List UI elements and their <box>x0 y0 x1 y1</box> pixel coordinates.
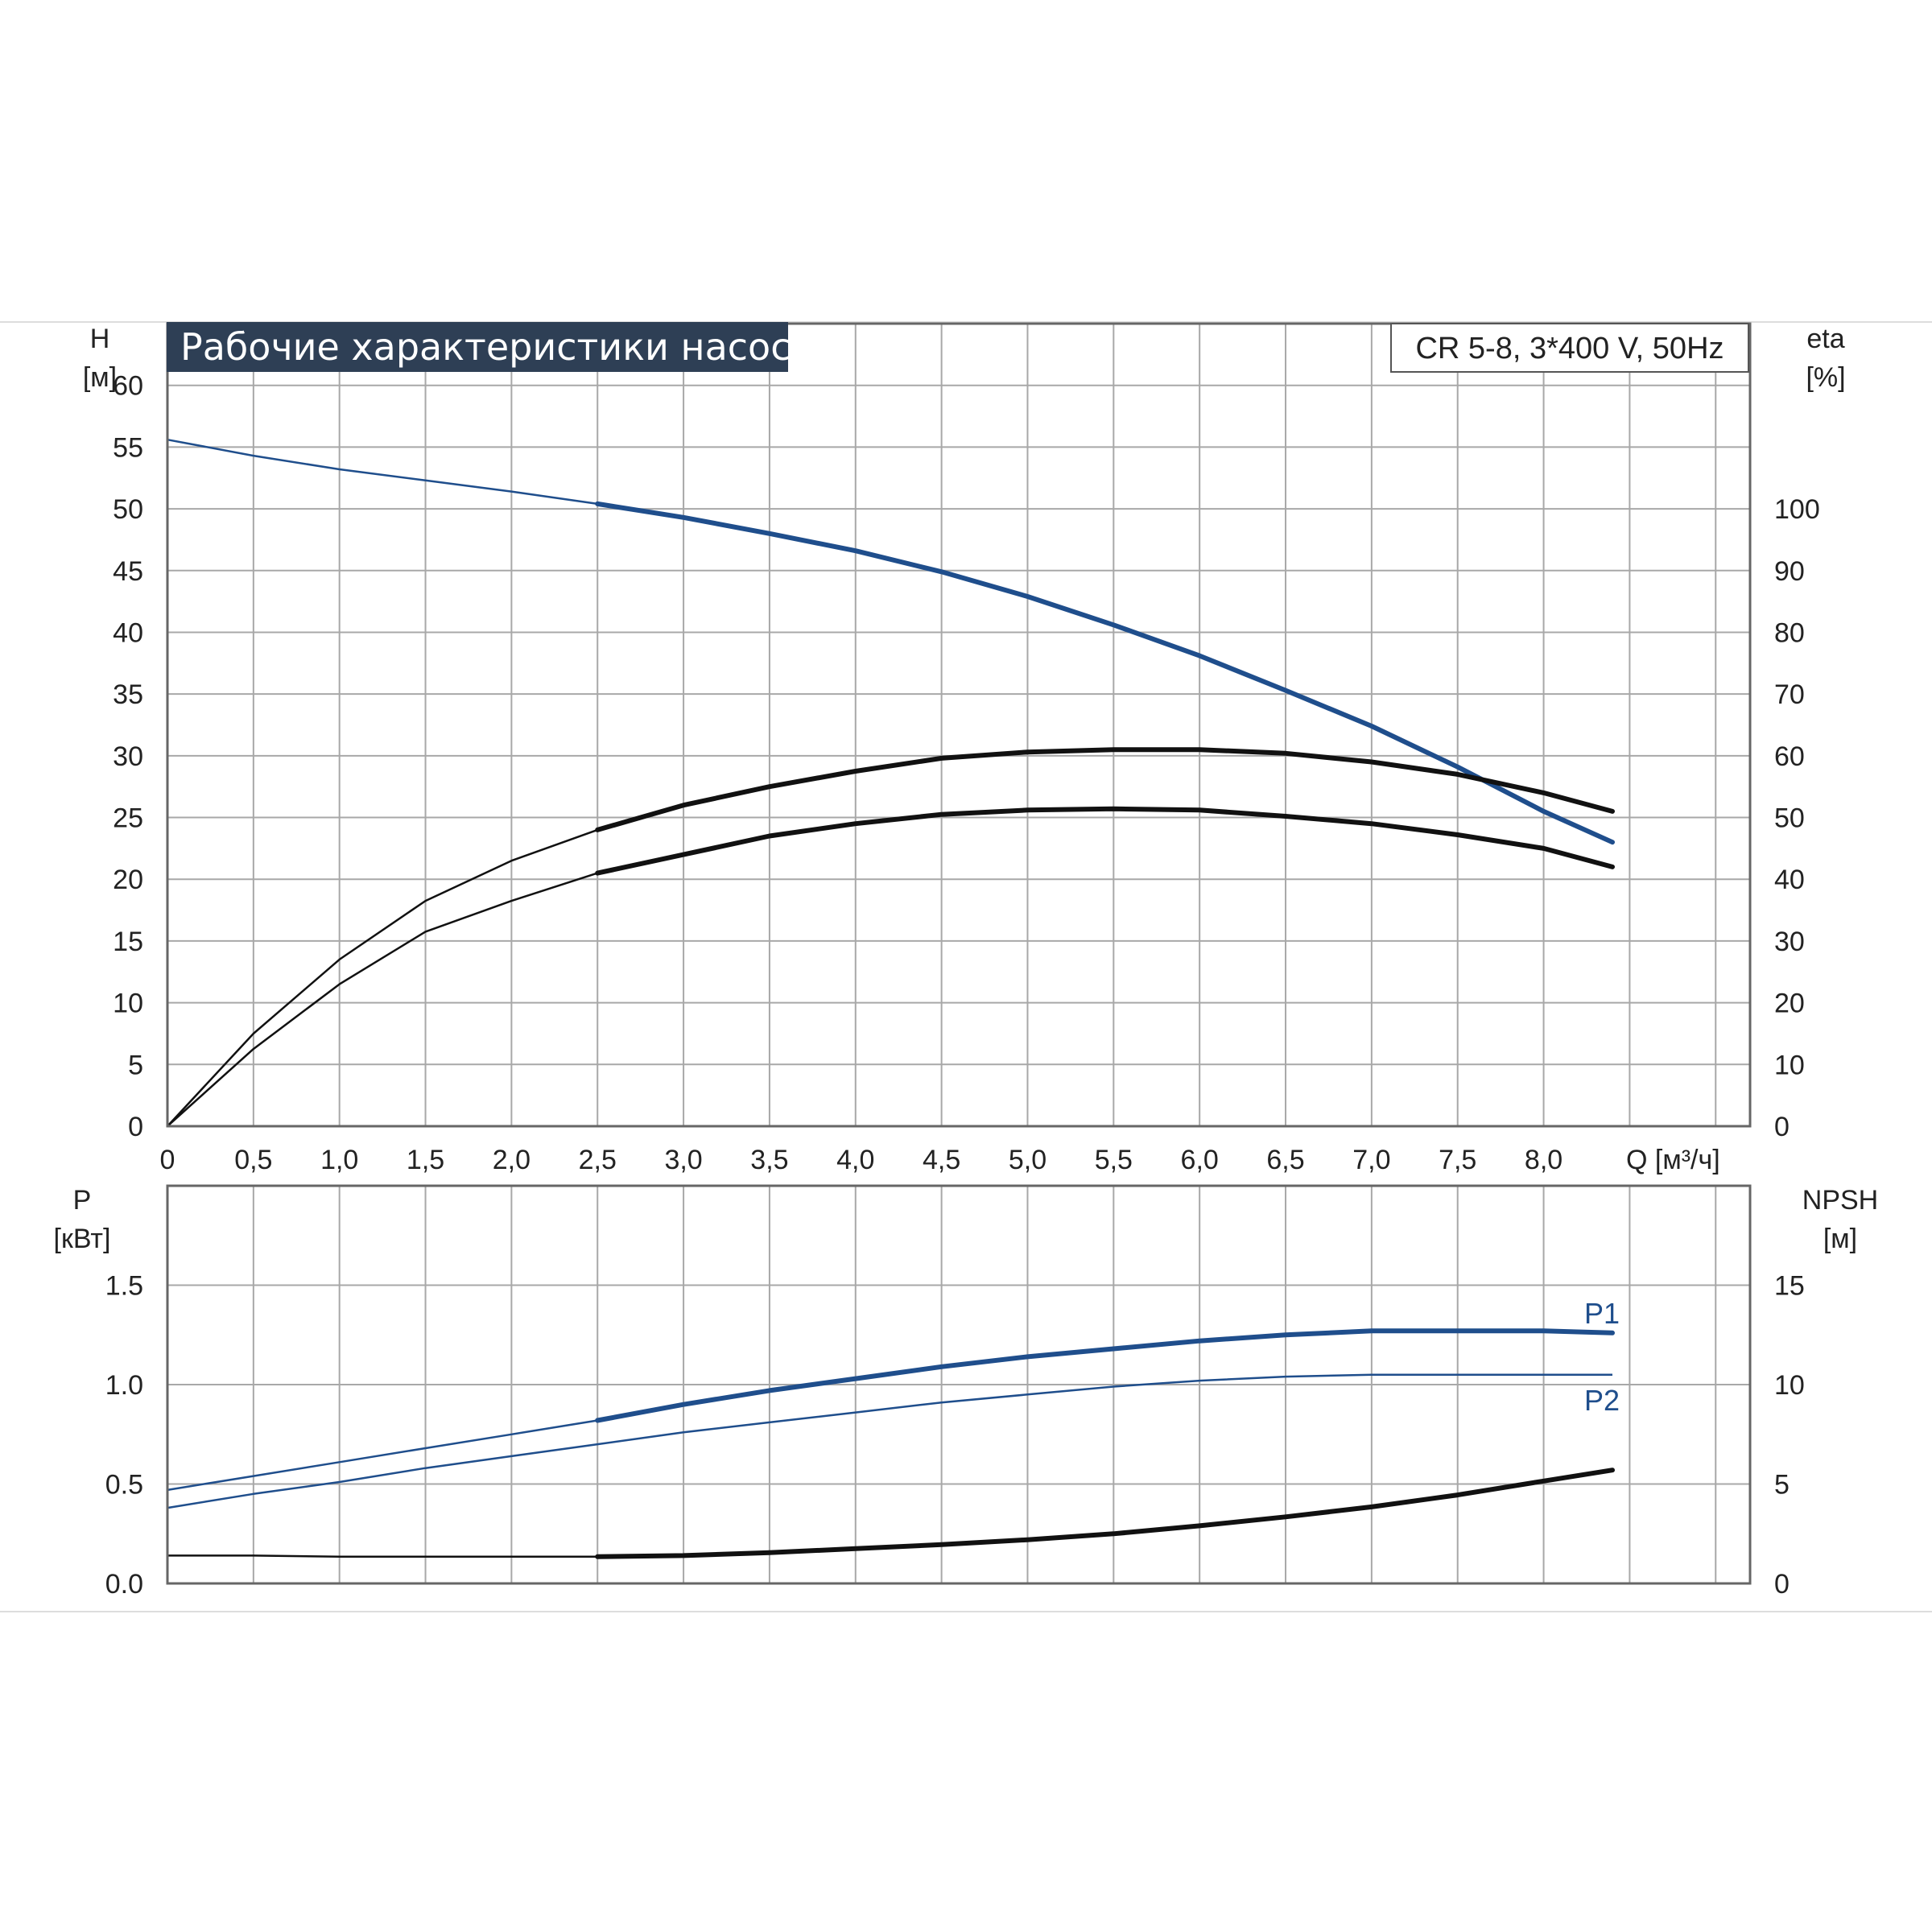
curve-H-thin <box>167 438 1613 844</box>
left-tick-label: 55 <box>113 432 143 463</box>
top-right-tick-labels: 0 10 20 30 40 50 60 70 80 90 100 <box>1774 494 1820 1142</box>
x-tick-label: 0,5 <box>234 1145 272 1175</box>
x-tick-label: 4,0 <box>836 1145 874 1175</box>
left-tick-label: 25 <box>113 803 143 834</box>
left-axis-label-unit: [м] <box>83 362 117 393</box>
curve-P2-thin <box>167 1373 1612 1509</box>
right-tick-label: 10 <box>1774 1050 1805 1080</box>
curve-P1-thin <box>167 1330 1613 1492</box>
x-axis-label: Q [м³/ч] <box>1626 1145 1720 1175</box>
npsh-axis-label-unit: [м] <box>1823 1224 1857 1254</box>
bottom-curves <box>167 1328 1615 1559</box>
left-tick-label: 50 <box>113 494 143 525</box>
curve-eta_b-operating <box>595 806 1615 876</box>
left-tick-label: 1.5 <box>105 1271 143 1302</box>
left-tick-label: 20 <box>113 865 143 895</box>
left-tick-label: 0 <box>128 1112 143 1142</box>
left-tick-label: 30 <box>113 741 143 772</box>
x-tick-label: 0 <box>160 1145 175 1175</box>
top-grid <box>167 324 1750 1126</box>
bottom-grid <box>167 1186 1750 1583</box>
chart-title: Рабочие характеристики насоса <box>180 325 814 369</box>
left-tick-label: 10 <box>113 989 143 1019</box>
x-tick-label: 3,5 <box>750 1145 788 1175</box>
x-tick-label: 6,0 <box>1181 1145 1219 1175</box>
x-tick-label: 2,0 <box>493 1145 530 1175</box>
right-tick-label: 20 <box>1774 989 1805 1019</box>
model-box <box>1390 323 1749 373</box>
x-tick-label: 1,5 <box>407 1145 444 1175</box>
top-left-tick-labels: 0 5 10 15 20 25 30 35 40 45 50 55 60 <box>113 371 143 1142</box>
left-tick-label: 5 <box>128 1050 143 1080</box>
right-tick-label: 0 <box>1774 1112 1790 1142</box>
left-tick-label: 1.0 <box>105 1370 143 1401</box>
left-tick-label: 45 <box>113 556 143 587</box>
right-tick-label: 10 <box>1774 1370 1805 1401</box>
right-axis-label-symbol: eta <box>1806 324 1844 354</box>
right-tick-label: 40 <box>1774 865 1805 895</box>
left-tick-label: 15 <box>113 927 143 957</box>
curve-H-operating <box>595 501 1615 845</box>
right-axis-label-unit: [%] <box>1806 362 1845 393</box>
x-tick-labels: 0 0,5 1,0 1,5 2,0 2,5 3,0 3,5 4,0 4,5 5,0 5,5 6,0 6,5… <box>160 1145 1563 1175</box>
p-axis-label-symbol: P <box>73 1185 92 1216</box>
p1-curve-label: P1 <box>1584 1297 1620 1330</box>
x-tick-label: 8,0 <box>1525 1145 1563 1175</box>
right-tick-label: 5 <box>1774 1470 1790 1501</box>
x-tick-label: 6,5 <box>1266 1145 1304 1175</box>
curve-NPSH-operating <box>595 1468 1615 1559</box>
curve-P1-operating <box>595 1328 1615 1423</box>
bottom-right-tick-labels: 0 5 10 15 <box>1774 1271 1805 1600</box>
bottom-left-tick-labels: 0.0 0.5 1.0 1.5 <box>105 1271 143 1600</box>
right-tick-label: 100 <box>1774 494 1820 525</box>
right-tick-label: 70 <box>1774 679 1805 710</box>
right-tick-label: 80 <box>1774 617 1805 648</box>
x-tick-label: 4,5 <box>923 1145 960 1175</box>
x-tick-label: 1,0 <box>320 1145 358 1175</box>
p-axis-label-unit: [кВт] <box>54 1224 111 1254</box>
model-label: CR 5-8, 3*400 V, 50Hz <box>1415 332 1724 365</box>
x-tick-label: 5,0 <box>1009 1145 1046 1175</box>
left-tick-label: 35 <box>113 679 143 710</box>
curve-NPSH-thin <box>167 1468 1613 1558</box>
title-banner <box>167 322 788 372</box>
right-tick-label: 90 <box>1774 556 1805 587</box>
x-tick-label: 3,0 <box>664 1145 702 1175</box>
left-axis-label-symbol: H <box>90 324 110 354</box>
curve-eta_a-operating <box>595 747 1615 832</box>
left-tick-label: 60 <box>113 371 143 402</box>
left-tick-label: 0.0 <box>105 1569 143 1600</box>
p2-curve-label: P2 <box>1584 1384 1620 1417</box>
left-tick-label: 0.5 <box>105 1470 143 1501</box>
curve-eta_a-thin <box>167 748 1613 1127</box>
x-tick-label: 7,0 <box>1352 1145 1390 1175</box>
right-tick-label: 15 <box>1774 1271 1805 1302</box>
top-plot-frame <box>166 322 1752 1128</box>
right-tick-label: 30 <box>1774 927 1805 957</box>
right-tick-label: 0 <box>1774 1569 1790 1600</box>
head-efficiency-chart: 0 5 10 15 20 25 30 35 40 45 50 55 60 0 10 20 30 40 50 60 70… <box>83 322 1846 1175</box>
x-tick-label: 7,5 <box>1439 1145 1476 1175</box>
right-tick-label: 50 <box>1774 803 1805 834</box>
x-tick-label: 5,5 <box>1095 1145 1133 1175</box>
curve-eta_b-thin <box>167 807 1613 1127</box>
npsh-axis-label-symbol: NPSH <box>1802 1185 1878 1216</box>
top-curves <box>167 438 1615 1127</box>
right-tick-label: 60 <box>1774 741 1805 772</box>
bottom-plot-frame <box>166 1184 1752 1585</box>
x-tick-label: 2,5 <box>579 1145 617 1175</box>
left-tick-label: 40 <box>113 617 143 648</box>
